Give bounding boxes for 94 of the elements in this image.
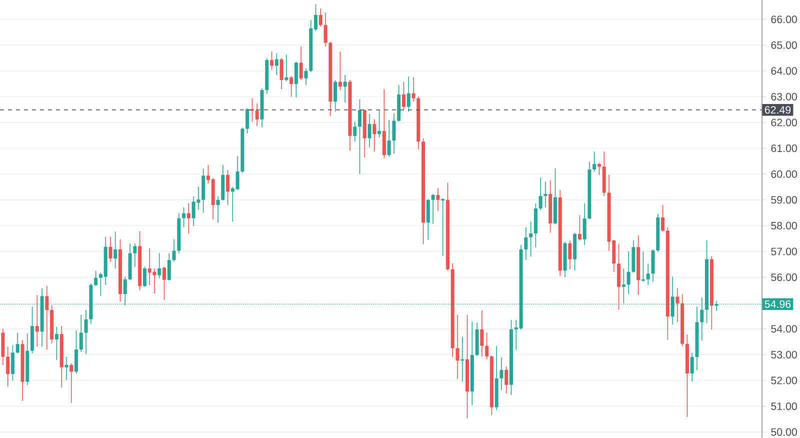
candlestick	[94, 270, 98, 286]
candlestick	[406, 76, 410, 112]
candlestick	[436, 188, 440, 212]
y-tick-label: 60.00	[771, 170, 797, 178]
candlestick	[334, 80, 338, 112]
y-tick-label: 53.00	[771, 350, 797, 358]
candlestick	[114, 231, 118, 269]
candlestick	[54, 326, 58, 360]
y-tick-label: 66.00	[771, 16, 797, 24]
candlestick	[74, 330, 78, 374]
candlestick	[280, 58, 284, 90]
candlestick	[186, 202, 190, 234]
candlestick	[16, 332, 20, 354]
candlestick	[617, 243, 621, 310]
candlestick	[597, 162, 601, 176]
y-tick-label: 57.00	[771, 248, 797, 256]
candlestick	[84, 310, 88, 355]
candlestick	[582, 202, 586, 246]
candlestick	[338, 51, 342, 90]
candlestick	[431, 194, 435, 224]
candlestick	[622, 268, 626, 304]
y-tick-label: 51.00	[771, 402, 797, 410]
candlestick	[226, 170, 230, 206]
candlestick	[378, 110, 382, 138]
candlestick	[480, 310, 484, 357]
candlestick	[676, 287, 680, 323]
candlestick	[6, 346, 10, 388]
y-tick-label: 52.00	[771, 376, 797, 384]
candlestick	[343, 74, 347, 104]
candlestick	[651, 249, 655, 282]
candlestick	[1, 328, 5, 366]
y-tick-label: 65.00	[771, 41, 797, 49]
candlestick	[294, 61, 298, 98]
candlestick	[646, 263, 650, 286]
candlestick	[255, 103, 259, 127]
candlestick	[358, 98, 362, 175]
candlestick	[246, 108, 250, 134]
candlestick	[568, 240, 572, 270]
candlestick	[661, 204, 665, 232]
candlestick	[387, 120, 391, 157]
candlestick	[290, 76, 294, 98]
candlestick	[353, 121, 357, 142]
candlestick	[392, 112, 396, 154]
candlestick	[456, 314, 460, 380]
candlestick	[274, 52, 278, 76]
y-tick-label: 56.00	[771, 274, 797, 282]
candlestick	[504, 366, 508, 394]
y-tick-label: 64.00	[771, 67, 797, 75]
candlestick	[544, 181, 548, 208]
candlestick	[64, 356, 68, 380]
candlestick	[45, 286, 49, 350]
candlestick	[299, 46, 303, 80]
ref-line-label: 54.96	[764, 300, 791, 308]
y-tick-label: 62.00	[771, 118, 797, 126]
candlestick	[368, 114, 372, 148]
candlestick	[500, 356, 504, 390]
candlestick	[529, 221, 533, 258]
candlestick	[142, 266, 146, 288]
candlestick	[133, 243, 137, 268]
y-tick-label: 50.00	[771, 428, 797, 436]
candlestick	[592, 151, 596, 172]
candlestick	[382, 88, 386, 159]
candlestick	[318, 8, 322, 27]
candlestick	[626, 251, 630, 295]
y-tick-label: 61.00	[771, 144, 797, 152]
candlestick	[158, 252, 162, 279]
candlestick	[690, 352, 694, 382]
candlestick	[412, 76, 416, 102]
candlestick	[304, 68, 308, 86]
y-tick-label: 63.00	[771, 92, 797, 100]
candlestick	[426, 198, 430, 240]
candlestick	[167, 252, 171, 281]
candlestick	[524, 226, 528, 260]
candlestick	[578, 214, 582, 242]
candlestick	[35, 294, 39, 348]
candlestick	[216, 196, 220, 223]
candlestick	[402, 81, 406, 111]
candlestick	[485, 332, 489, 360]
candlestick	[108, 236, 112, 262]
ref-line-label: 62.49	[764, 106, 791, 114]
y-tick-label: 54.00	[771, 325, 797, 333]
candlestick	[70, 363, 74, 404]
candlestick	[162, 266, 166, 300]
candlestick	[182, 206, 186, 228]
candlestick	[372, 119, 376, 152]
candlestick	[172, 238, 176, 262]
candlestick	[538, 177, 542, 210]
candlestick	[79, 314, 83, 352]
y-tick-label: 59.00	[771, 196, 797, 204]
candlestick	[284, 54, 288, 82]
y-tick-label: 58.00	[771, 222, 797, 230]
candlestick	[324, 12, 328, 48]
candlestick	[10, 344, 14, 381]
candlestick	[270, 51, 274, 70]
